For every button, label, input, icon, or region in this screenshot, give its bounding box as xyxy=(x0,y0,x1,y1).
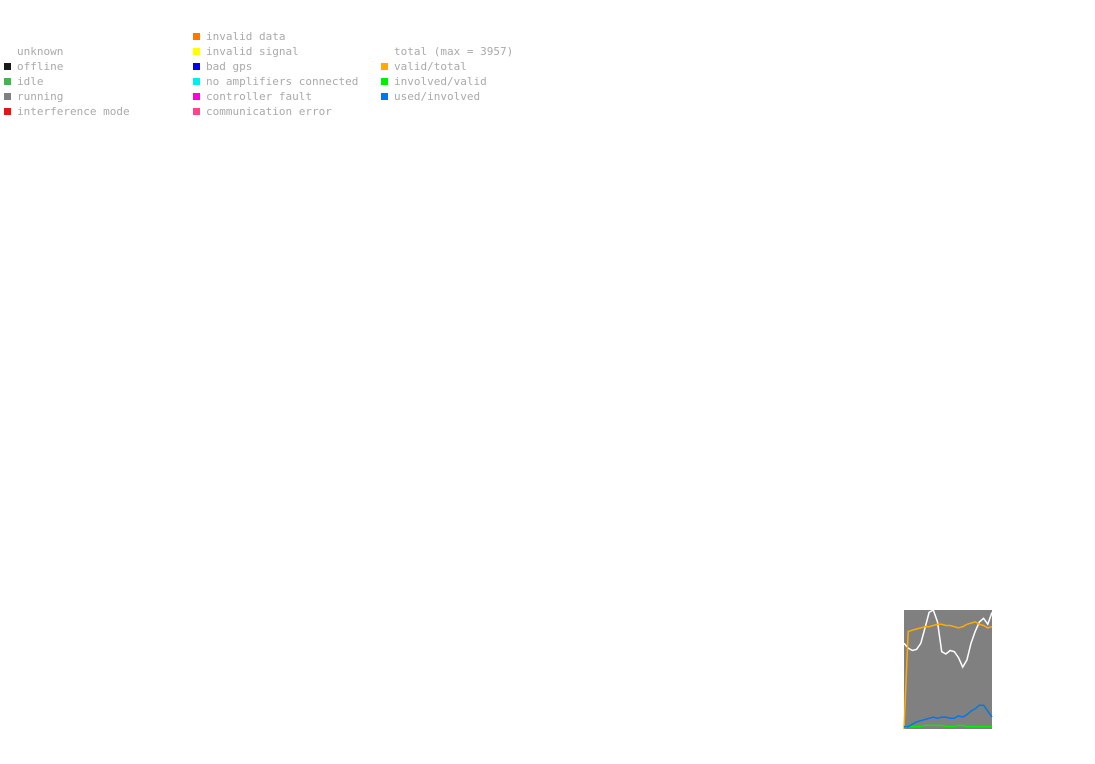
legend-swatch xyxy=(193,48,200,55)
legend-label: invalid signal xyxy=(206,45,299,58)
legend-label: idle xyxy=(17,75,44,88)
series-line xyxy=(903,724,992,729)
legend-swatch xyxy=(4,63,11,70)
legend-label: no amplifiers connected xyxy=(206,75,359,88)
legend-label: unknown xyxy=(17,45,64,58)
legend-swatch xyxy=(381,63,388,70)
series-line xyxy=(903,621,993,730)
legend-swatch xyxy=(193,108,200,115)
legend-swatch xyxy=(4,93,11,100)
legend-swatch xyxy=(4,108,11,115)
plot-background xyxy=(904,610,992,729)
legend-swatch xyxy=(381,93,388,100)
legend-label: total (max = 3957) xyxy=(394,45,514,58)
legend-label: offline xyxy=(17,60,64,73)
legend-label: running xyxy=(17,90,64,103)
legend-swatch xyxy=(193,33,200,40)
legend-swatch xyxy=(381,78,388,85)
legend-label: controller fault xyxy=(206,90,312,103)
legend-label: communication error xyxy=(206,105,332,118)
legend-swatch xyxy=(193,78,200,85)
legend-swatch xyxy=(193,93,200,100)
legend-label: invalid data xyxy=(206,30,286,43)
legend-label: used/involved xyxy=(394,90,481,103)
legend-label: bad gps xyxy=(206,60,253,73)
legend-swatch xyxy=(193,63,200,70)
series-line xyxy=(903,608,993,669)
series-line xyxy=(904,704,993,728)
legend-swatch xyxy=(4,78,11,85)
legend-label: involved/valid xyxy=(394,75,487,88)
legend-label: interference mode xyxy=(17,105,130,118)
legend-label: valid/total xyxy=(394,60,467,73)
